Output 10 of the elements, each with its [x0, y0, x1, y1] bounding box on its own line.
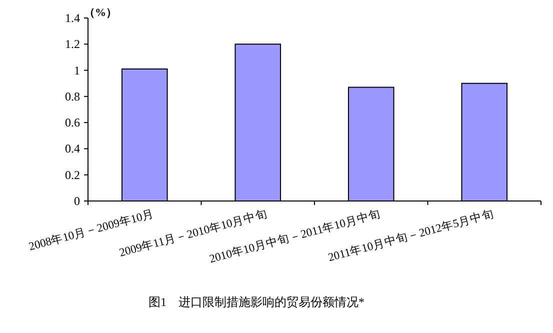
y-tick-label: 0.2	[65, 168, 80, 182]
y-tick-label: 0	[74, 194, 80, 208]
y-tick-label: 1	[74, 63, 80, 78]
text: 图1 进口限制措施影响的贸易份额情况*	[148, 295, 364, 309]
y-tick-label: 0.4	[65, 142, 80, 156]
y-tick-label: 0.6	[65, 116, 80, 130]
y-axis-title: （%）	[84, 7, 117, 19]
y-tick-label: 1.4	[65, 11, 80, 25]
y-tick-label: 1.2	[65, 37, 80, 52]
y-tick-label: 0.8	[65, 89, 80, 104]
